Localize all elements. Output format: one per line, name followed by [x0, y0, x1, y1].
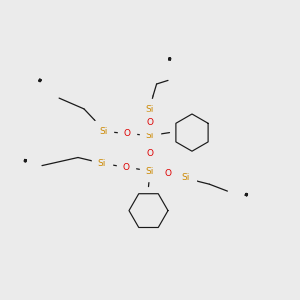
- Text: O: O: [146, 149, 154, 158]
- Text: Si: Si: [146, 167, 154, 176]
- Text: Si: Si: [98, 159, 106, 168]
- Text: Si: Si: [99, 127, 108, 136]
- Text: O: O: [123, 129, 130, 138]
- Text: O: O: [164, 169, 172, 178]
- Text: Si: Si: [146, 105, 154, 114]
- Text: Si: Si: [182, 173, 190, 182]
- Text: O: O: [122, 163, 130, 172]
- Text: O: O: [146, 118, 154, 127]
- Text: Si: Si: [146, 131, 154, 140]
